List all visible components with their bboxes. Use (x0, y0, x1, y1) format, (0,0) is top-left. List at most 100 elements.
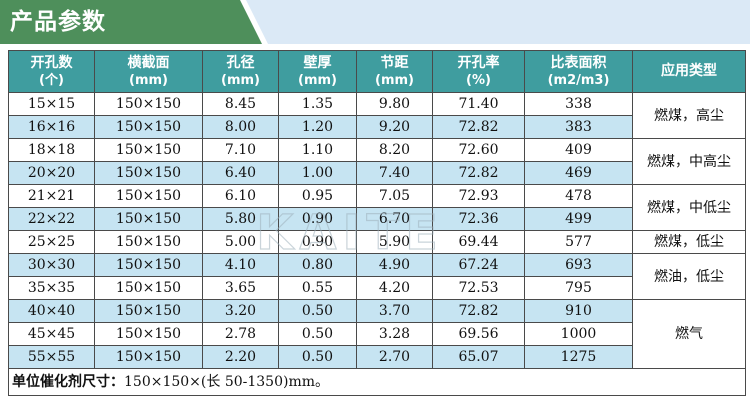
section-banner: 产品参数 (0, 0, 750, 44)
product-params-table: 开孔数 (个) 横截面 (mm) 孔径 (mm) 壁厚 (mm) 节距 (mm) 开孔率(… (8, 50, 746, 396)
cell-pitch: 4.20 (356, 276, 433, 300)
cell-specific-surface: 409 (524, 138, 633, 162)
footer-value: 150×150×(长 50-1350)mm。 (124, 374, 330, 390)
cell-pitch: 7.05 (356, 184, 433, 208)
cell-hole-diameter: 7.10 (202, 138, 279, 162)
cell-hole-diameter: 4.10 (202, 253, 279, 277)
cell-hole-diameter: 5.80 (202, 207, 279, 231)
cell-cross-section: 150×150 (94, 253, 203, 277)
cell-wall-thickness: 0.50 (278, 299, 357, 323)
cell-application-type: 燃煤，高尘 (632, 92, 746, 139)
cell-hole-count: 40×40 (8, 299, 95, 323)
header-wall-thickness: 壁厚 (mm) (278, 50, 357, 93)
cell-hole-count: 25×25 (8, 230, 95, 254)
header-pitch: 节距 (mm) (356, 50, 433, 93)
cell-cross-section: 150×150 (94, 184, 203, 208)
cell-cross-section: 150×150 (94, 276, 203, 300)
cell-specific-surface: 1000 (524, 322, 633, 346)
cell-wall-thickness: 0.50 (278, 345, 357, 369)
cell-open-area: 72.60 (432, 138, 525, 162)
cell-pitch: 5.90 (356, 230, 433, 254)
cell-application-type: 燃煤，中高尘 (632, 138, 746, 185)
cell-cross-section: 150×150 (94, 161, 203, 185)
banner-blue-strip (246, 0, 750, 44)
cell-open-area: 69.44 (432, 230, 525, 254)
header-specific-surface: 比表面积 (m2/m3) (524, 50, 633, 93)
cell-hole-diameter: 6.10 (202, 184, 279, 208)
cell-wall-thickness: 0.80 (278, 253, 357, 277)
table-row: 22×22 150×150 5.80 0.90 6.70 72.36 499 (8, 207, 746, 231)
cell-open-area: 72.36 (432, 207, 525, 231)
cell-wall-thickness: 1.10 (278, 138, 357, 162)
cell-pitch: 6.70 (356, 207, 433, 231)
cell-cross-section: 150×150 (94, 299, 203, 323)
cell-open-area: 72.82 (432, 161, 525, 185)
table-row: 35×35 150×150 3.65 0.55 4.20 72.53 795 (8, 276, 746, 300)
cell-application-type: 燃煤，低尘 (632, 230, 746, 254)
table-row: 45×45 150×150 2.78 0.50 3.28 69.56 1000 (8, 322, 746, 346)
section-title: 产品参数 (10, 9, 106, 35)
header-application-type: 应用类型 (632, 50, 746, 93)
cell-wall-thickness: 0.90 (278, 207, 357, 231)
cell-open-area: 71.40 (432, 92, 525, 116)
header-open-area: 开孔率 (%) (432, 50, 525, 93)
cell-open-area: 65.07 (432, 345, 525, 369)
header-hole-count: 开孔数 (个) (8, 50, 95, 93)
cell-wall-thickness: 0.55 (278, 276, 357, 300)
cell-specific-surface: 693 (524, 253, 633, 277)
cell-pitch: 3.28 (356, 322, 433, 346)
cell-open-area: 72.82 (432, 299, 525, 323)
header-hole-diameter: 孔径 (mm) (202, 50, 279, 93)
cell-specific-surface: 1275 (524, 345, 633, 369)
cell-cross-section: 150×150 (94, 115, 203, 139)
cell-specific-surface: 338 (524, 92, 633, 116)
cell-application-type: 燃煤，中低尘 (632, 184, 746, 231)
table-row: 21×21 150×150 6.10 0.95 7.05 72.93 478 燃煤，中低尘 (8, 184, 746, 231)
cell-cross-section: 150×150 (94, 207, 203, 231)
cell-wall-thickness: 1.35 (278, 92, 357, 116)
table-row: 18×18 150×150 7.10 1.10 8.20 72.60 409 燃煤，中高尘 (8, 138, 746, 185)
cell-specific-surface: 383 (524, 115, 633, 139)
cell-cross-section: 150×150 (94, 138, 203, 162)
cell-wall-thickness: 1.20 (278, 115, 357, 139)
cell-hole-count: 22×22 (8, 207, 95, 231)
footer-label: 单位催化剂尺寸： (12, 374, 124, 390)
cell-hole-count: 55×55 (8, 345, 95, 369)
cell-hole-count: 20×20 (8, 161, 95, 185)
cell-hole-diameter: 8.00 (202, 115, 279, 139)
cell-application-type: 燃气 (632, 299, 746, 369)
footer-row: 单位催化剂尺寸：150×150×(长 50-1350)mm。 (8, 368, 746, 396)
table-row: 16×16 150×150 8.00 1.20 9.20 72.82 383 (8, 115, 746, 139)
cell-wall-thickness: 1.00 (278, 161, 357, 185)
table-row: 15×15 150×150 8.45 1.35 9.80 71.40 338 燃煤，高尘 (8, 92, 746, 139)
cell-specific-surface: 469 (524, 161, 633, 185)
cell-hole-count: 18×18 (8, 138, 95, 162)
cell-pitch: 2.70 (356, 345, 433, 369)
cell-hole-count: 35×35 (8, 276, 95, 300)
cell-wall-thickness: 0.90 (278, 230, 357, 254)
cell-open-area: 67.24 (432, 253, 525, 277)
cell-pitch: 7.40 (356, 161, 433, 185)
cell-wall-thickness: 0.50 (278, 322, 357, 346)
cell-open-area: 69.56 (432, 322, 525, 346)
cell-open-area: 72.82 (432, 115, 525, 139)
cell-hole-diameter: 3.65 (202, 276, 279, 300)
cell-specific-surface: 910 (524, 299, 633, 323)
cell-hole-count: 21×21 (8, 184, 95, 208)
cell-hole-count: 30×30 (8, 253, 95, 277)
cell-hole-count: 15×15 (8, 92, 95, 116)
cell-specific-surface: 577 (524, 230, 633, 254)
table-row: 25×25 150×150 5.00 0.90 5.90 69.44 577 燃煤，低尘 (8, 230, 746, 254)
cell-pitch: 9.80 (356, 92, 433, 116)
cell-cross-section: 150×150 (94, 345, 203, 369)
cell-hole-count: 45×45 (8, 322, 95, 346)
header-cross-section: 横截面 (mm) (94, 50, 203, 93)
table-row: 40×40 150×150 3.20 0.50 3.70 72.82 910 燃气 (8, 299, 746, 369)
cell-specific-surface: 478 (524, 184, 633, 208)
cell-cross-section: 150×150 (94, 230, 203, 254)
cell-hole-diameter: 2.78 (202, 322, 279, 346)
cell-hole-diameter: 6.40 (202, 161, 279, 185)
cell-pitch: 3.70 (356, 299, 433, 323)
cell-specific-surface: 795 (524, 276, 633, 300)
cell-specific-surface: 499 (524, 207, 633, 231)
